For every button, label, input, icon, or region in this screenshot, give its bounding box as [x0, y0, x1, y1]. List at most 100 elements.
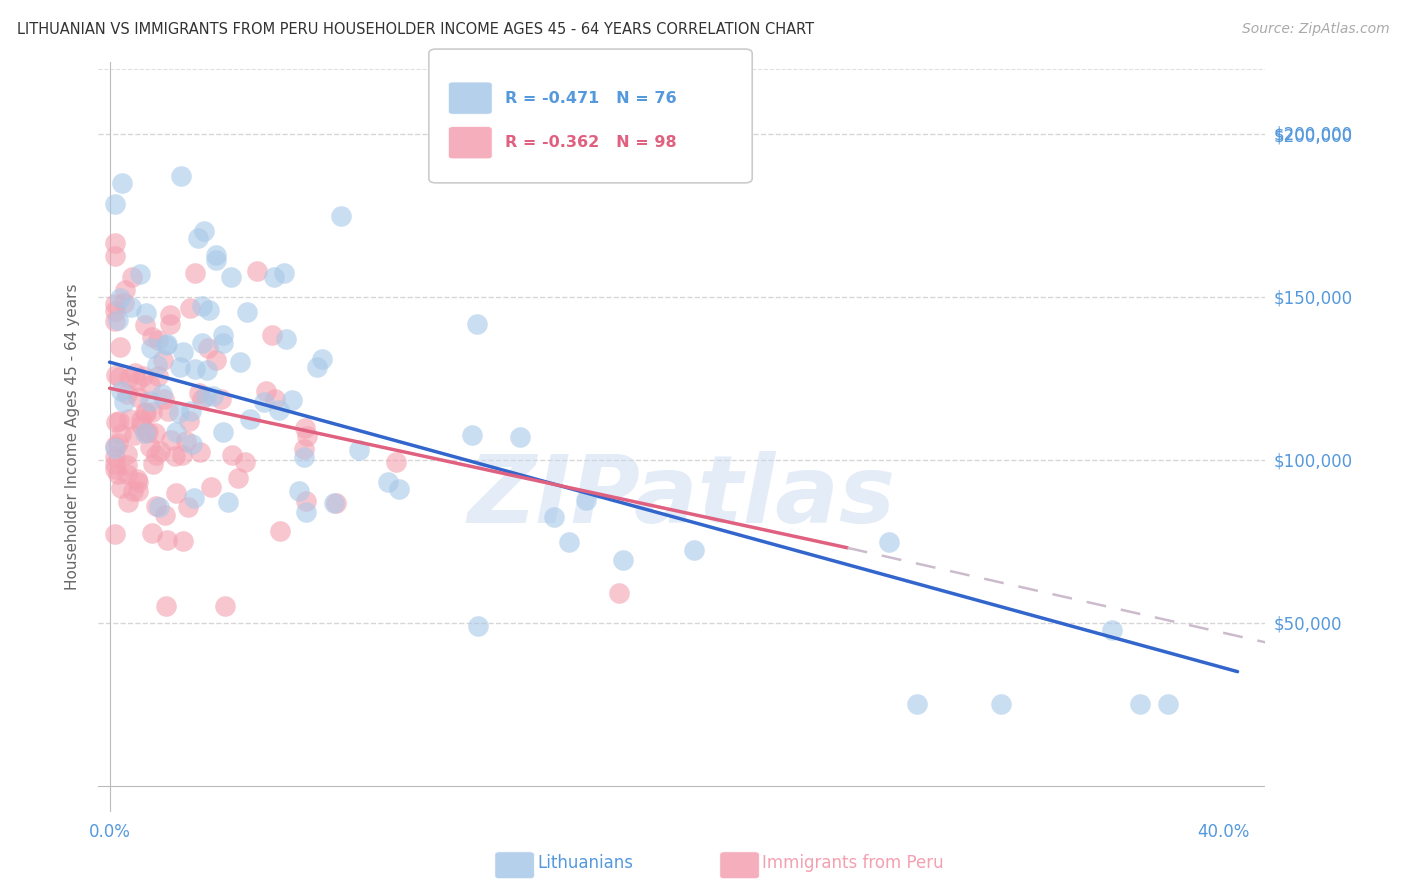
- Point: [311, 351, 333, 366]
- Point: [153, 508, 176, 522]
- Point: [165, 425, 187, 440]
- Point: [543, 510, 565, 524]
- Point: [1129, 697, 1152, 711]
- Point: [136, 425, 159, 439]
- Point: [170, 448, 193, 462]
- Point: [387, 482, 409, 496]
- Point: [115, 387, 138, 401]
- Point: [1157, 697, 1180, 711]
- Point: [105, 415, 128, 429]
- Point: [104, 527, 127, 541]
- Point: [297, 429, 319, 443]
- Point: [281, 393, 304, 408]
- Point: [104, 439, 127, 453]
- Point: [142, 457, 165, 471]
- Point: [134, 426, 156, 441]
- Point: [129, 267, 152, 281]
- Point: [200, 480, 222, 494]
- Point: [107, 467, 129, 481]
- Point: [165, 486, 187, 500]
- Point: [148, 333, 170, 347]
- Point: [292, 450, 315, 465]
- Point: [174, 434, 197, 448]
- Point: [141, 330, 163, 344]
- Point: [221, 270, 243, 285]
- Y-axis label: Householder Income Ages 45 - 64 years: Householder Income Ages 45 - 64 years: [65, 284, 80, 591]
- Point: [152, 353, 174, 368]
- Point: [180, 404, 202, 418]
- Point: [212, 425, 235, 440]
- Point: [146, 368, 169, 383]
- Point: [274, 332, 297, 346]
- Point: [135, 305, 157, 319]
- Point: [212, 328, 235, 343]
- Text: Source: ZipAtlas.com: Source: ZipAtlas.com: [1241, 22, 1389, 37]
- Point: [134, 318, 156, 333]
- Point: [118, 371, 141, 385]
- Point: [156, 337, 179, 351]
- Point: [305, 360, 328, 375]
- Point: [104, 462, 127, 476]
- Point: [112, 296, 135, 310]
- Point: [198, 303, 221, 318]
- Point: [233, 455, 256, 469]
- Point: [159, 309, 181, 323]
- Point: [607, 586, 630, 600]
- Point: [107, 313, 129, 327]
- Point: [115, 458, 138, 472]
- Point: [141, 404, 163, 418]
- Point: [127, 390, 149, 404]
- Point: [195, 389, 218, 403]
- Point: [117, 495, 139, 509]
- Point: [127, 475, 149, 490]
- Point: [188, 445, 211, 459]
- Point: [273, 266, 295, 280]
- Point: [145, 448, 167, 462]
- Text: $200,000: $200,000: [1274, 125, 1353, 143]
- Point: [205, 248, 228, 262]
- Point: [145, 499, 167, 513]
- Point: [179, 301, 201, 316]
- Point: [179, 414, 201, 428]
- Point: [879, 535, 901, 549]
- Point: [124, 366, 146, 380]
- Point: [905, 697, 928, 711]
- Point: [139, 440, 162, 454]
- Point: [264, 392, 287, 406]
- Point: [253, 395, 276, 409]
- Point: [155, 599, 177, 614]
- Point: [159, 317, 181, 331]
- Text: R = -0.471   N = 76: R = -0.471 N = 76: [505, 91, 676, 105]
- Point: [104, 450, 127, 465]
- Point: [183, 362, 205, 376]
- Point: [129, 418, 152, 433]
- Point: [141, 525, 163, 540]
- Point: [990, 697, 1012, 711]
- Point: [139, 341, 162, 355]
- Point: [184, 266, 207, 280]
- Text: ZIPatlas: ZIPatlas: [468, 451, 896, 543]
- Point: [236, 305, 259, 319]
- Point: [204, 353, 226, 368]
- Text: R = -0.362   N = 98: R = -0.362 N = 98: [505, 136, 676, 150]
- Point: [212, 336, 235, 351]
- Point: [229, 355, 252, 369]
- Point: [148, 500, 170, 515]
- Point: [1101, 623, 1123, 637]
- Point: [121, 270, 143, 285]
- Text: Lithuanians: Lithuanians: [537, 855, 633, 872]
- Point: [246, 264, 269, 278]
- Point: [267, 402, 290, 417]
- Point: [509, 430, 531, 444]
- Point: [322, 496, 344, 510]
- Point: [165, 449, 187, 463]
- Point: [152, 392, 174, 406]
- Point: [172, 533, 194, 548]
- Point: [104, 368, 127, 383]
- Point: [612, 552, 634, 566]
- Point: [467, 618, 489, 632]
- Point: [288, 484, 311, 499]
- Point: [110, 384, 132, 398]
- Point: [143, 426, 166, 441]
- Point: [155, 337, 177, 351]
